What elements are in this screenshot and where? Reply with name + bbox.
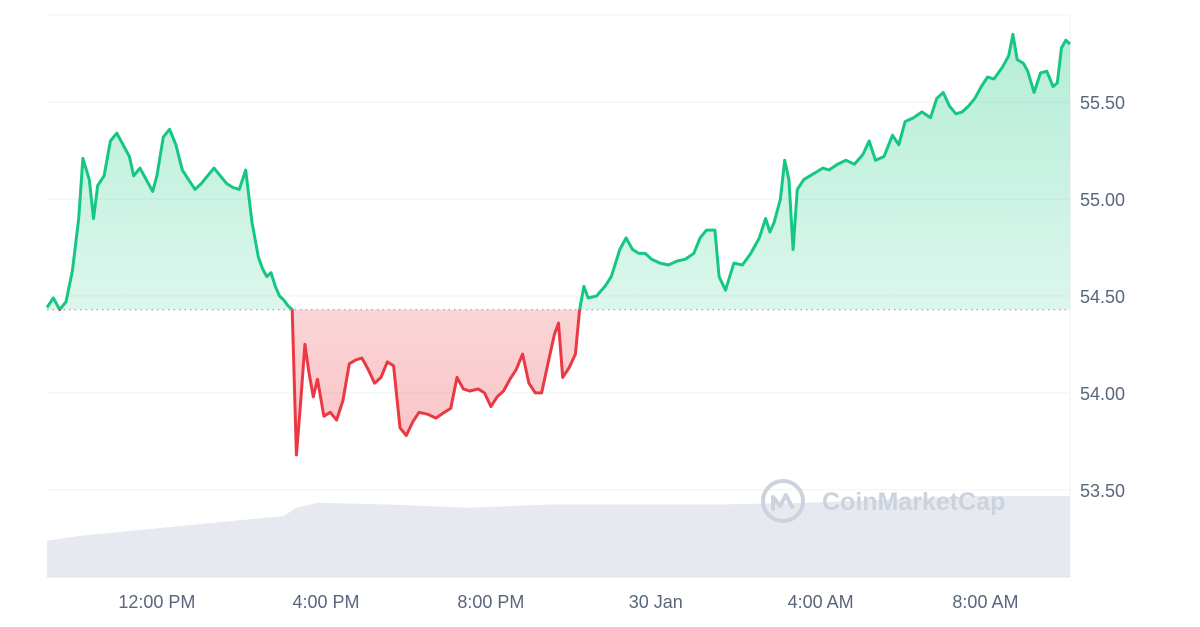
x-tick-label: 8:00 PM	[457, 592, 524, 612]
x-tick-label: 30 Jan	[629, 592, 683, 612]
y-tick-label: 54.50	[1080, 287, 1125, 307]
x-tick-label: 4:00 AM	[788, 592, 854, 612]
volume-area	[47, 496, 1070, 578]
price-fill	[47, 34, 1070, 455]
watermark: CoinMarketCap	[761, 479, 1005, 523]
x-tick-label: 12:00 PM	[118, 592, 195, 612]
area-fill-up	[47, 34, 1070, 310]
x-tick-label: 8:00 AM	[952, 592, 1018, 612]
price-line-up	[45, 32, 1072, 310]
y-tick-label: 55.00	[1080, 190, 1125, 210]
volume-bars	[47, 496, 1070, 577]
y-axis: 53.50 54.00 54.50 55.00 55.50	[1080, 93, 1125, 501]
x-axis: 12:00 PM 4:00 PM 8:00 PM 30 Jan 4:00 AM 8:00 …	[118, 592, 1018, 612]
price-line	[45, 32, 1072, 457]
price-line-down	[57, 309, 582, 457]
watermark-text: CoinMarketCap	[822, 488, 1005, 516]
y-tick-label: 54.00	[1080, 384, 1125, 404]
x-tick-label: 4:00 PM	[292, 592, 359, 612]
area-fill-down	[47, 309, 1070, 455]
y-tick-label: 55.50	[1080, 93, 1125, 113]
y-tick-label: 53.50	[1080, 481, 1125, 501]
coinmarketcap-logo-icon	[761, 479, 805, 523]
